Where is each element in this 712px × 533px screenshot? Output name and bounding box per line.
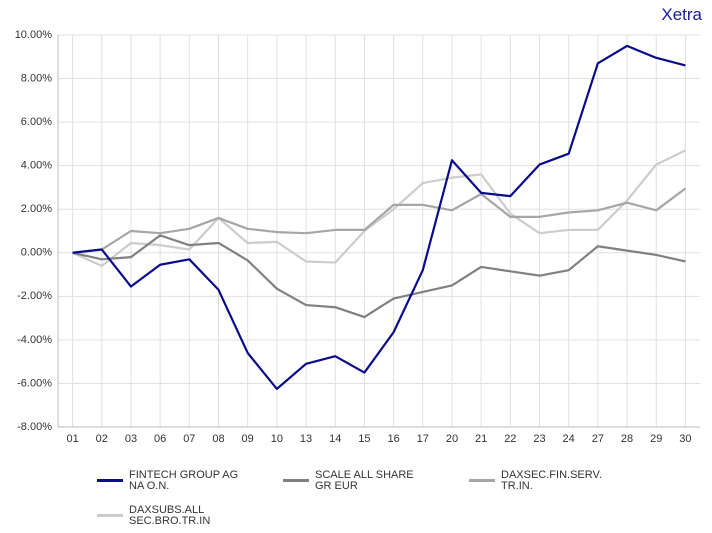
y-tick-label: 0.00% <box>21 247 52 259</box>
brand: Xetra <box>661 5 702 24</box>
y-tick-label: -2.00% <box>17 290 52 302</box>
y-tick-label: -4.00% <box>17 334 52 346</box>
legend-swatch <box>97 514 123 517</box>
x-tick-label: 10 <box>271 433 283 445</box>
x-tick-label: 01 <box>66 433 78 445</box>
series-line <box>72 187 687 254</box>
x-tick-label: 29 <box>650 433 662 445</box>
x-tick-label: 09 <box>242 433 254 445</box>
legend-swatch <box>97 479 123 482</box>
x-tick-label: 17 <box>417 433 429 445</box>
y-tick-label: 2.00% <box>21 203 52 215</box>
x-tick-label: 28 <box>621 433 633 445</box>
legend-label: SCALE ALL SHARE GR EUR <box>315 469 414 492</box>
x-tick-label: 16 <box>387 433 399 445</box>
x-tick-label: 24 <box>563 433 575 445</box>
x-tick-label: 27 <box>592 433 604 445</box>
legend-label: DAXSUBS.ALL SEC.BRO.TR.IN <box>129 504 211 527</box>
legend-item: SCALE ALL SHARE GR EUR <box>283 470 430 492</box>
y-tick-label: 10.00% <box>15 29 53 41</box>
x-tick-label: 20 <box>446 433 458 445</box>
series-line <box>72 234 686 319</box>
x-tick-label: 21 <box>475 433 487 445</box>
series-line <box>72 44 686 390</box>
x-tick-label: 22 <box>504 433 516 445</box>
y-tick-label: 4.00% <box>21 160 52 172</box>
legend-item: FINTECH GROUP AG NA O.N. <box>97 470 244 492</box>
y-tick-label: -8.00% <box>17 421 52 433</box>
x-tick-label: 13 <box>300 433 312 445</box>
legend-label: FINTECH GROUP AG NA O.N. <box>129 469 239 492</box>
legend-item: DAXSUBS.ALL SEC.BRO.TR.IN <box>97 505 244 527</box>
legend-label: DAXSEC.FIN.SERV. TR.IN. <box>501 469 602 492</box>
x-tick-label: 08 <box>212 433 224 445</box>
y-tick-label: -6.00% <box>17 377 52 389</box>
legend-item: DAXSEC.FIN.SERV. TR.IN. <box>469 470 616 492</box>
x-tick-label: 30 <box>679 433 691 445</box>
series-line <box>72 149 686 267</box>
x-tick-label: 07 <box>183 433 195 445</box>
x-tick-label: 02 <box>96 433 108 445</box>
x-tick-label: 23 <box>533 433 545 445</box>
x-tick-label: 03 <box>125 433 137 445</box>
legend-swatch <box>283 479 309 482</box>
y-tick-label: 6.00% <box>21 116 52 128</box>
x-tick-label: 14 <box>329 433 341 445</box>
x-tick-label: 15 <box>358 433 370 445</box>
y-tick-label: 8.00% <box>21 72 52 84</box>
legend-swatch <box>469 479 495 482</box>
x-tick-label: 06 <box>154 433 166 445</box>
